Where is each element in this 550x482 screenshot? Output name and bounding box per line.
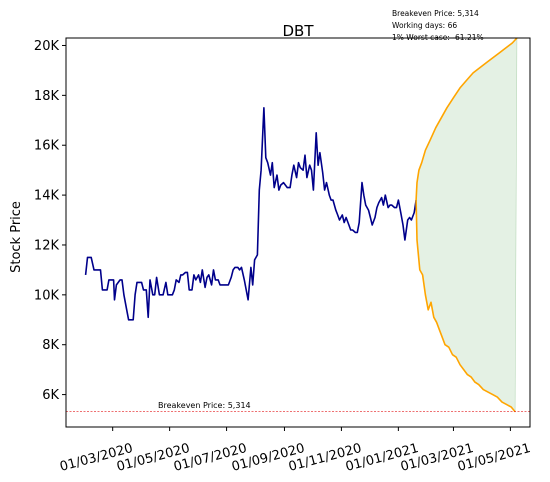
info-line-working-days: Working days: 66: [392, 21, 457, 30]
y-tick-label: 12K: [34, 238, 60, 253]
y-tick-label: 10K: [34, 288, 60, 303]
series-lines: [84, 37, 518, 413]
breakeven-label: Breakeven Price: 5,314: [158, 401, 251, 410]
y-tick-label: 20K: [34, 39, 60, 54]
series-line-upper-bound: [415, 37, 518, 201]
y-tick-label: 8K: [42, 338, 59, 353]
y-tick-label: 14K: [34, 189, 60, 204]
info-line-worst-case: 1% Worst case: -61.21%: [392, 33, 484, 42]
series-line-lower-bound: [415, 200, 516, 413]
info-line-breakeven: Breakeven Price: 5,314: [392, 9, 479, 18]
plot-frame: [65, 37, 531, 428]
chart-title: DBT: [282, 22, 314, 40]
y-tick-label: 16K: [34, 139, 60, 154]
x-axis: 01/03/202001/05/202001/07/202001/09/2020…: [58, 427, 532, 475]
y-axis-label: Stock Price: [9, 201, 24, 273]
series-line-history: [84, 107, 417, 321]
y-tick-label: 6K: [42, 388, 59, 403]
forecast-band-area: [415, 37, 518, 413]
info-annotation: Breakeven Price: 5,314 Working days: 66 …: [392, 9, 484, 42]
y-axis: 6K 8K 10K 12K 14K 16K 18K 20K: [34, 39, 66, 403]
forecast-band: [415, 37, 518, 413]
y-tick-label: 18K: [34, 89, 60, 104]
